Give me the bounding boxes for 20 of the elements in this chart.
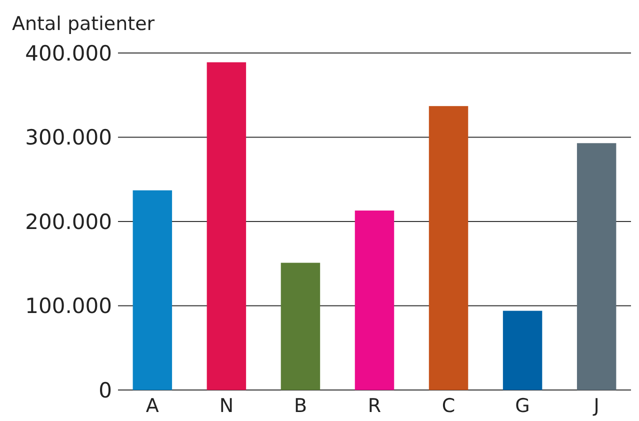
x-tick-label: J <box>592 395 600 417</box>
x-tick-label: R <box>368 395 382 417</box>
y-tick-label: 0 <box>98 378 112 402</box>
bar <box>206 62 246 390</box>
y-axis-title: Antal patienter <box>12 13 155 35</box>
bar <box>428 106 468 390</box>
y-tick-label: 200.000 <box>25 210 112 234</box>
y-tick-label: 300.000 <box>25 126 112 150</box>
bar <box>354 210 394 390</box>
x-tick-label: N <box>219 395 234 417</box>
x-tick-label: G <box>515 395 530 417</box>
bar <box>576 143 616 390</box>
bar <box>132 190 172 390</box>
y-tick-label: 400.000 <box>25 41 112 66</box>
y-tick-label: 100.000 <box>25 294 112 318</box>
x-tick-label: C <box>442 395 456 417</box>
bar <box>280 262 320 390</box>
x-tick-label: A <box>146 395 159 417</box>
bar <box>502 310 542 390</box>
x-tick-label: B <box>294 395 307 417</box>
